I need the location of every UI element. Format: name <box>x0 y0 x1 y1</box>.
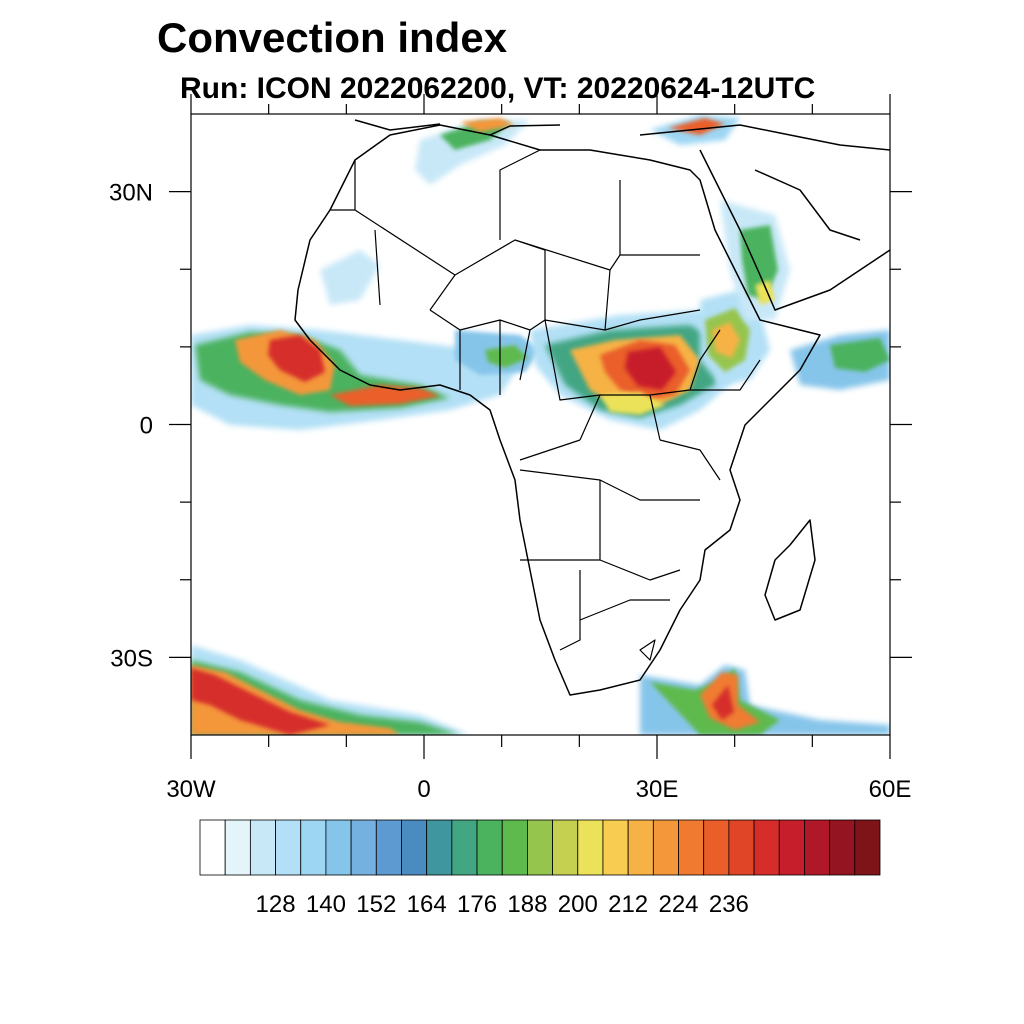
colorbar-swatch <box>300 819 327 876</box>
colorbar-swatch <box>728 819 755 876</box>
border-lines <box>330 149 761 661</box>
convection-field <box>191 115 890 735</box>
colorbar-swatch <box>527 819 553 876</box>
colorbar-swatch <box>199 819 226 876</box>
coastlines-borders <box>294 119 890 696</box>
colorbar-label: 128 <box>256 891 296 918</box>
colorbar-swatch <box>350 819 377 876</box>
colorbar-label: 224 <box>658 891 698 918</box>
colorbar-label: 164 <box>407 891 447 918</box>
lat-tick-label: 30N <box>109 180 153 207</box>
colorbar-swatch <box>829 819 856 876</box>
arabia-coast <box>699 149 890 311</box>
colorbar-label: 200 <box>558 891 598 918</box>
colorbar-swatch <box>426 819 453 876</box>
convection-southern-ocean-west <box>191 645 470 735</box>
colorbar-swatch <box>804 819 831 876</box>
colorbar-swatch <box>577 819 604 876</box>
axis-ticks <box>169 94 912 759</box>
africa-coastline <box>294 124 821 696</box>
colorbar-swatch <box>375 819 402 876</box>
colorbar-swatch <box>275 819 302 876</box>
colorbar-label: 140 <box>306 891 346 918</box>
colorbar-swatch <box>325 819 352 876</box>
convection-central-africa <box>530 310 740 430</box>
colorbar-swatch <box>703 819 730 876</box>
colorbar-label: 212 <box>608 891 648 918</box>
colorbar-swatch <box>678 819 705 876</box>
colorbar-swatch <box>476 819 503 876</box>
colorbar-label: 152 <box>356 891 396 918</box>
colorbar-swatch <box>401 819 428 876</box>
lat-tick-label: 0 <box>140 413 153 440</box>
lon-tick-label: 30E <box>636 776 679 803</box>
chart-subtitle: Run: ICON 2022062200, VT: 20220624-12UTC <box>180 72 816 105</box>
lat-tick-label: 30S <box>110 645 153 672</box>
lon-tick-label: 30W <box>166 776 216 803</box>
colorbar-swatch <box>652 819 679 876</box>
lon-tick-label: 60E <box>869 776 912 803</box>
colorbar-swatch <box>552 819 579 876</box>
colorbar-swatch <box>501 819 528 876</box>
colorbar-label: 188 <box>507 891 547 918</box>
colorbar-swatch <box>753 819 780 876</box>
madagascar <box>764 519 816 621</box>
colorbar-swatch <box>602 819 629 876</box>
colorbar-swatch <box>451 819 478 876</box>
chart-title: Convection index <box>157 14 508 61</box>
colorbar-swatch <box>854 819 881 876</box>
colorbar-label: 176 <box>457 891 497 918</box>
colorbar-swatch <box>778 819 805 876</box>
colorbar-label: 236 <box>709 891 749 918</box>
colorbar: 128 140 152 164 176 188 200 212 224 236 <box>199 819 881 918</box>
convection-southern-ocean-east <box>640 665 890 735</box>
colorbar-swatch <box>627 819 654 876</box>
europe-coast <box>354 119 890 151</box>
convection-north-africa <box>320 118 530 305</box>
convection-west-africa <box>191 325 540 430</box>
axis-labels: 30W 0 30E 60E 30N 0 30S <box>109 180 911 803</box>
convection-arabia <box>720 200 790 320</box>
lon-tick-label: 0 <box>417 776 430 803</box>
colorbar-swatch <box>249 819 276 876</box>
colorbar-swatch <box>224 819 251 876</box>
